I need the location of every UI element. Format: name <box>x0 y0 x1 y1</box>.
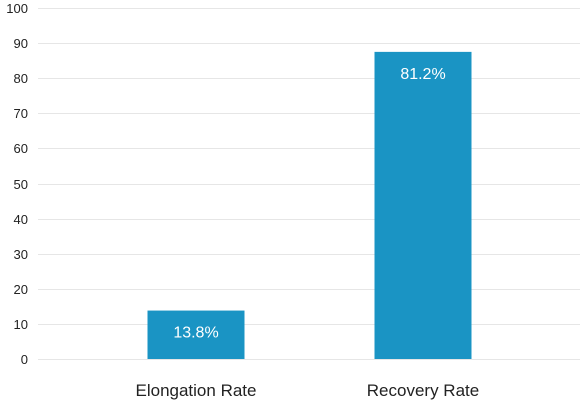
x-category-label: Elongation Rate <box>136 381 257 400</box>
data-label: 13.8% <box>173 325 218 342</box>
y-tick-label: 90 <box>14 36 28 51</box>
y-axis-tick-labels: 0 10 20 30 40 50 60 70 80 90 100 <box>6 1 28 367</box>
bar-elongation-rate <box>147 310 245 359</box>
bars <box>147 51 472 359</box>
bar-recovery-rate <box>374 51 472 359</box>
x-category-label: Recovery Rate <box>367 381 479 400</box>
y-tick-label: 0 <box>21 352 28 367</box>
y-tick-label: 100 <box>6 1 28 16</box>
y-tick-label: 10 <box>14 317 28 332</box>
gridlines <box>38 8 580 360</box>
data-label: 81.2% <box>400 66 445 83</box>
data-labels: 13.8% 81.2% <box>173 66 445 342</box>
y-tick-label: 60 <box>14 141 28 156</box>
x-axis-category-labels: Elongation Rate Recovery Rate <box>136 381 480 400</box>
y-tick-label: 30 <box>14 247 28 262</box>
y-tick-label: 40 <box>14 212 28 227</box>
y-tick-label: 70 <box>14 106 28 121</box>
y-tick-label: 80 <box>14 71 28 86</box>
y-tick-label: 20 <box>14 282 28 297</box>
y-tick-label: 50 <box>14 177 28 192</box>
